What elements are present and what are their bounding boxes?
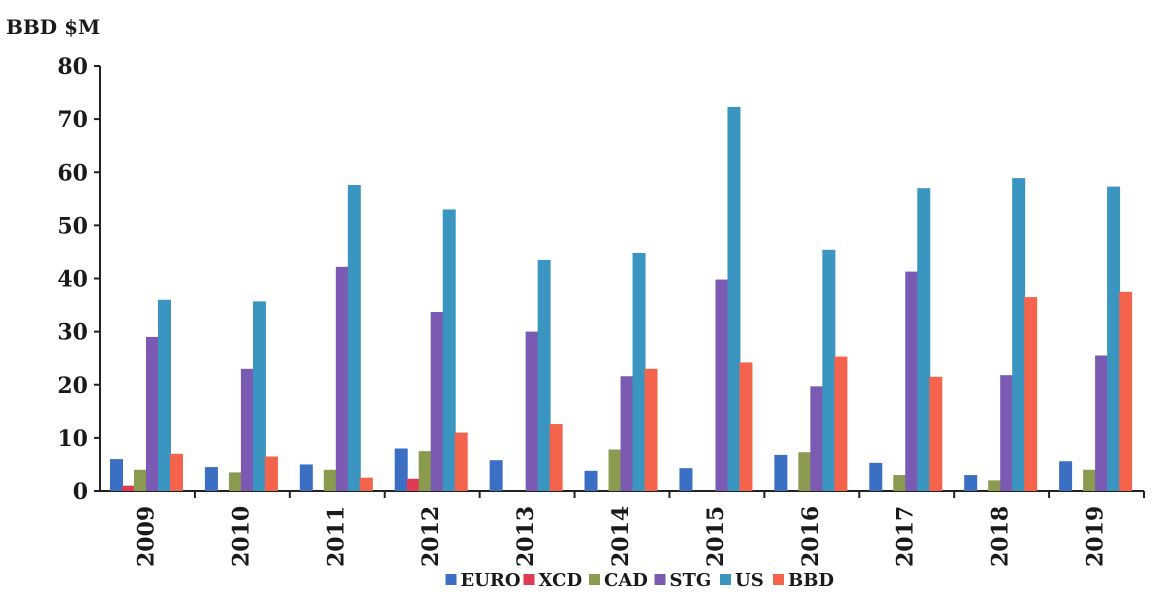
- legend-label-xcd: XCD: [539, 570, 583, 591]
- y-axis-title: BBD $M: [6, 15, 100, 39]
- legend-swatch-us: [720, 574, 731, 585]
- bar-cad-2011: [323, 469, 337, 491]
- bar-us-2013: [537, 259, 551, 491]
- axes: 0 10 20 30 40 50 60 70 80: [57, 54, 1145, 505]
- legend-label-stg: STG: [670, 570, 712, 591]
- bar-euro-2010: [204, 467, 218, 491]
- bar-stg-2013: [525, 331, 539, 491]
- y-tick-label: 70: [57, 107, 88, 133]
- bar-cad-2014: [608, 449, 622, 491]
- bar-stg-2018: [1000, 375, 1014, 491]
- x-tick-label: 2015: [703, 506, 729, 567]
- bar-stg-2017: [905, 271, 919, 491]
- x-tick-label: 2009: [133, 506, 159, 567]
- bars-group: [110, 106, 1133, 491]
- bar-us-2018: [1012, 178, 1026, 491]
- bar-cad-2009: [134, 469, 147, 491]
- y-tick-label: 40: [57, 267, 88, 293]
- bar-stg-2014: [620, 376, 634, 491]
- bar-us-2015: [727, 106, 741, 491]
- bar-us-2017: [917, 188, 931, 491]
- x-tick-label: 2018: [988, 506, 1014, 567]
- bar-bbd-2013: [549, 424, 563, 491]
- bar-cad-2019: [1083, 469, 1097, 491]
- bar-bbd-2015: [739, 362, 753, 491]
- bar-cad-2016: [798, 452, 812, 491]
- y-tick-label: 0: [73, 479, 88, 505]
- bar-bbd-2016: [834, 356, 848, 491]
- bar-euro-2013: [489, 460, 503, 491]
- bar-stg-2015: [715, 279, 729, 491]
- bar-euro-2014: [584, 470, 598, 491]
- x-tick-label: 2011: [323, 506, 349, 567]
- y-tick-label: 60: [57, 160, 88, 186]
- x-tick-label: 2019: [1083, 506, 1109, 567]
- bar-bbd-2012: [454, 432, 468, 491]
- legend-swatch-bbd: [773, 574, 784, 585]
- legend-label-bbd: BBD: [788, 570, 834, 591]
- bar-stg-2012: [430, 311, 444, 491]
- bar-bbd-2018: [1024, 297, 1038, 491]
- bar-bbd-2009: [170, 453, 183, 491]
- x-tick-label: 2012: [418, 506, 444, 567]
- bar-bbd-2014: [644, 368, 658, 491]
- y-tick-label: 20: [57, 373, 88, 399]
- bar-euro-2017: [869, 462, 883, 491]
- bar-us-2012: [442, 209, 456, 491]
- bar-us-2019: [1107, 186, 1121, 491]
- y-tick-label: 80: [57, 54, 88, 80]
- y-tick-label: 50: [57, 213, 88, 239]
- legend-label-us: US: [735, 570, 764, 591]
- bar-cad-2018: [988, 480, 1002, 491]
- bar-euro-2009: [110, 459, 123, 491]
- x-tick-labels: 2009 2010 2011 2012 2013 2014 2015 2016 2017 2018…: [133, 506, 1108, 567]
- bar-cad-2012: [418, 451, 432, 491]
- x-tick-label: 2013: [513, 506, 539, 567]
- x-tick-label: 2017: [893, 506, 919, 567]
- y-tick-label: 30: [57, 320, 88, 346]
- legend: EURO XCD CAD STG US BBD: [445, 570, 834, 591]
- bar-us-2011: [347, 185, 361, 491]
- bar-us-2016: [822, 249, 836, 491]
- bar-bbd-2010: [264, 456, 278, 491]
- bar-euro-2011: [299, 464, 313, 491]
- y-tick-label: 10: [57, 426, 88, 452]
- bar-euro-2019: [1059, 461, 1073, 491]
- bar-stg-2019: [1095, 355, 1109, 491]
- bar-euro-2016: [774, 454, 788, 491]
- legend-swatch-xcd: [523, 574, 535, 585]
- legend-swatch-stg: [654, 574, 666, 585]
- bar-cad-2017: [893, 475, 907, 491]
- bar-stg-2009: [146, 336, 159, 491]
- bar-euro-2018: [964, 475, 978, 491]
- bar-bbd-2017: [929, 376, 943, 491]
- bar-us-2014: [632, 253, 646, 491]
- legend-swatch-euro: [445, 574, 457, 585]
- bar-stg-2010: [240, 368, 254, 491]
- bar-us-2009: [158, 299, 171, 491]
- bar-bbd-2011: [359, 477, 373, 491]
- bar-stg-2011: [335, 266, 349, 491]
- legend-label-cad: CAD: [604, 570, 648, 591]
- bar-stg-2016: [810, 386, 824, 491]
- bar-xcd-2012: [406, 478, 420, 491]
- x-tick-label: 2016: [798, 506, 824, 567]
- bar-bbd-2019: [1119, 291, 1133, 491]
- bar-euro-2015: [679, 468, 693, 491]
- bar-cad-2010: [228, 472, 242, 491]
- bar-euro-2012: [394, 448, 408, 491]
- legend-label-euro: EURO: [461, 570, 521, 591]
- bar-us-2010: [252, 301, 266, 491]
- x-tick-label: 2014: [608, 506, 634, 567]
- bar-xcd-2009: [122, 485, 135, 491]
- x-tick-label: 2010: [228, 506, 254, 567]
- legend-swatch-cad: [589, 574, 600, 585]
